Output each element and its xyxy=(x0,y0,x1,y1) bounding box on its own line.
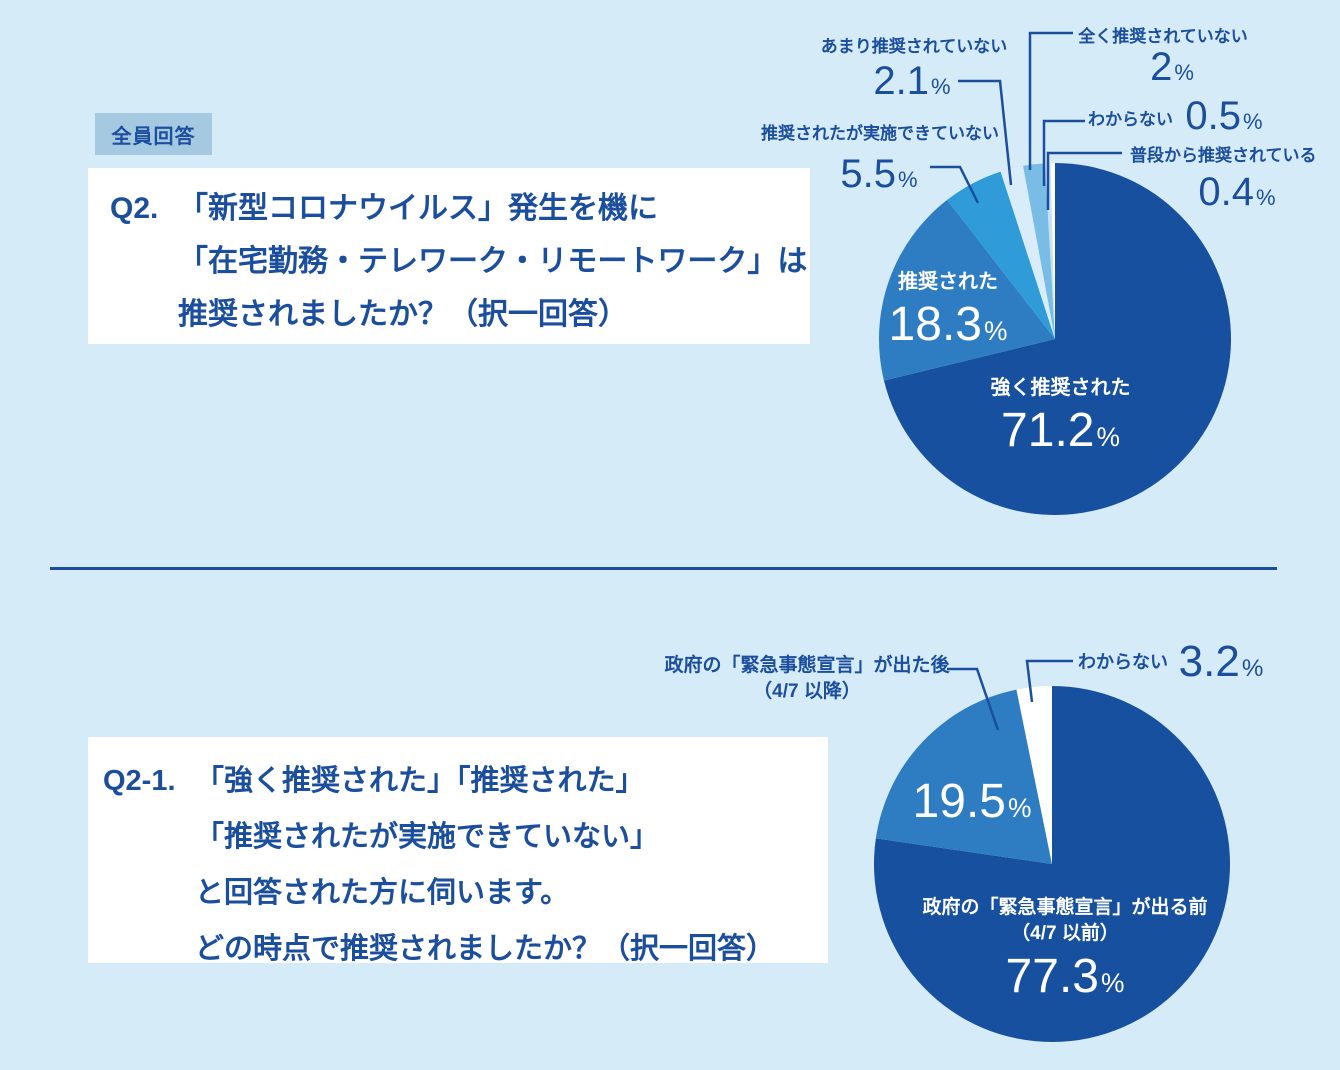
pie1-value-usually-recommended: 0.4% xyxy=(1198,170,1276,214)
pie1-label-dont-know: わからない xyxy=(1088,110,1173,129)
pie1-value-dont-know: 0.5% xyxy=(1185,94,1263,138)
pie1-label-strongly-recommended: 強く推奨された 71.2% xyxy=(978,376,1143,455)
section-divider xyxy=(50,567,1277,570)
question-line: 「推奨されたが実施できていない」 xyxy=(195,821,660,853)
percent-sign: % xyxy=(1243,109,1263,134)
pie1-label-usually-recommended: 普段から推奨されている xyxy=(1130,146,1317,165)
question-line: どの時点で推奨されましたか？（択一回答） xyxy=(195,933,776,965)
percent-sign: % xyxy=(1100,968,1125,999)
percent-sign: % xyxy=(1174,60,1194,85)
question-line: と回答された方に伺います。 xyxy=(195,877,570,909)
percent-sign: % xyxy=(983,316,1008,346)
question-text: 「強く推奨された」「推奨された」 「推奨されたが実施できていない」 と回答された… xyxy=(195,753,828,965)
respondents-badge: 全員回答 xyxy=(95,113,212,155)
pie1-value-not-really-recommended: 2.1% xyxy=(873,59,951,103)
question-line: 「新型コロナウイルス」発生を機に xyxy=(178,192,658,225)
question-line: 推奨されましたか？（択一回答） xyxy=(178,298,628,331)
pie1-value-not-recommended-at-all: 2% xyxy=(1150,45,1194,89)
percent-sign: % xyxy=(1096,422,1120,452)
leader-line xyxy=(1042,119,1085,186)
pie-slice xyxy=(1045,163,1055,339)
pie2-label-after-declaration: 政府の「緊急事態宣言」が出た後 （4/7 以降） xyxy=(664,655,950,702)
question-line: 「在宅勤務・テレワーク・リモートワーク」は xyxy=(178,245,808,278)
pie2-label-dont-know: わからない xyxy=(1078,652,1168,672)
question-line: 「強く推奨された」「推奨された」 xyxy=(195,765,645,797)
percent-sign: % xyxy=(898,167,918,192)
leader-line xyxy=(947,667,1000,731)
leader-line xyxy=(1046,151,1122,210)
question-text: 「新型コロナウイルス」発生を機に 「在宅勤務・テレワーク・リモートワーク」は 推… xyxy=(178,182,810,344)
pie1-label-recommended: 推奨された 18.3% xyxy=(868,270,1028,349)
pie1-label-not-really-recommended: あまり推奨されていない xyxy=(820,37,1008,56)
pie2-label-before-declaration: 政府の「緊急事態宣言」が出る前 （4/7 以前） 77.3% xyxy=(920,895,1210,1001)
pie2-value-dont-know: 3.2% xyxy=(1178,637,1264,686)
question-card-q2: Q2. 「新型コロナウイルス」発生を機に 「在宅勤務・テレワーク・リモートワーク… xyxy=(88,168,810,344)
pie2-value-after-declaration: 19.5% xyxy=(912,775,1032,828)
pie-slice xyxy=(1050,163,1055,339)
pie1-value-recommended-not-implemented: 5.5% xyxy=(840,152,918,196)
leader-line xyxy=(1025,659,1073,703)
percent-sign: % xyxy=(931,74,951,99)
pie1-value-strongly-recommended: 71.2% xyxy=(1001,404,1120,457)
pie1-label-recommended-not-implemented: 推奨されたが実施できていない xyxy=(761,124,999,143)
question-number: Q2. xyxy=(110,192,159,225)
question-card-q2-1: Q2-1. 「強く推奨された」「推奨された」 「推奨されたが実施できていない」 … xyxy=(88,737,828,965)
pie1-value-recommended: 18.3% xyxy=(888,298,1008,351)
pie1-label-not-recommended-at-all: 全く推奨されていない xyxy=(1078,27,1248,46)
percent-sign: % xyxy=(1256,185,1276,210)
pie2-value-before-declaration: 77.3% xyxy=(1005,950,1125,1004)
percent-sign: % xyxy=(1241,655,1264,682)
leader-line xyxy=(1028,31,1073,170)
question-number: Q2-1. xyxy=(103,765,176,797)
percent-sign: % xyxy=(1007,793,1032,823)
